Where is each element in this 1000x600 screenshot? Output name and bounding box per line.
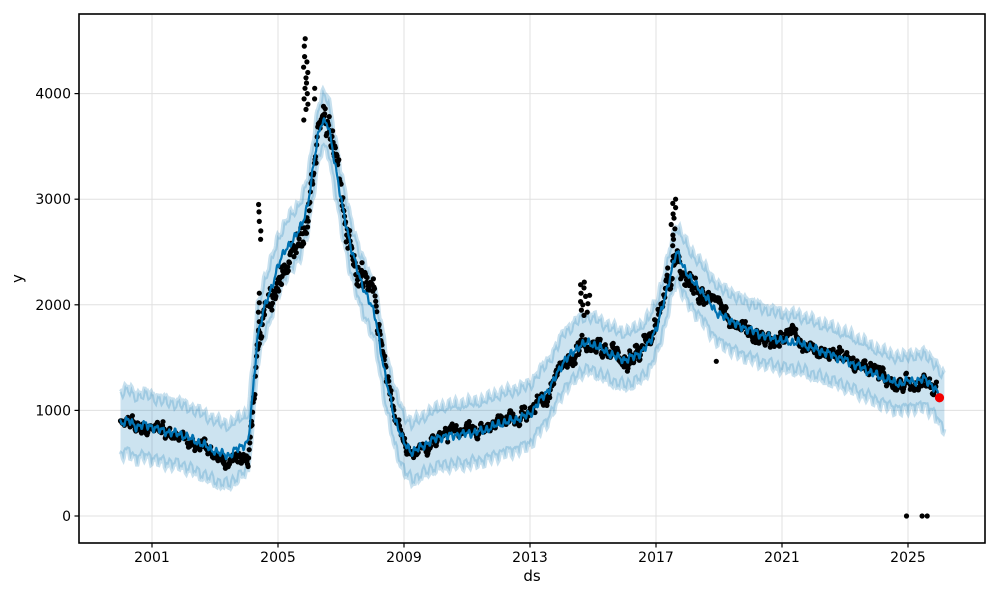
x-tick-label: 2017: [638, 550, 674, 566]
x-tick-label: 2021: [764, 550, 800, 566]
y-tick-label: 4000: [35, 87, 71, 103]
y-tick-label: 2000: [35, 298, 71, 314]
y-axis-label: y: [8, 274, 27, 283]
x-tick-label: 2005: [260, 550, 296, 566]
x-tick-label: 2001: [134, 550, 170, 566]
x-tick-label: 2009: [386, 550, 422, 566]
x-axis-label: ds: [523, 567, 541, 585]
y-tick-label: 1000: [35, 403, 71, 419]
latest-point-marker: [934, 393, 945, 403]
y-tick-label: 3000: [35, 192, 71, 208]
x-tick-label: 2013: [512, 550, 548, 566]
x-tick-label: 2025: [890, 550, 926, 566]
y-tick-label: 0: [62, 509, 71, 525]
